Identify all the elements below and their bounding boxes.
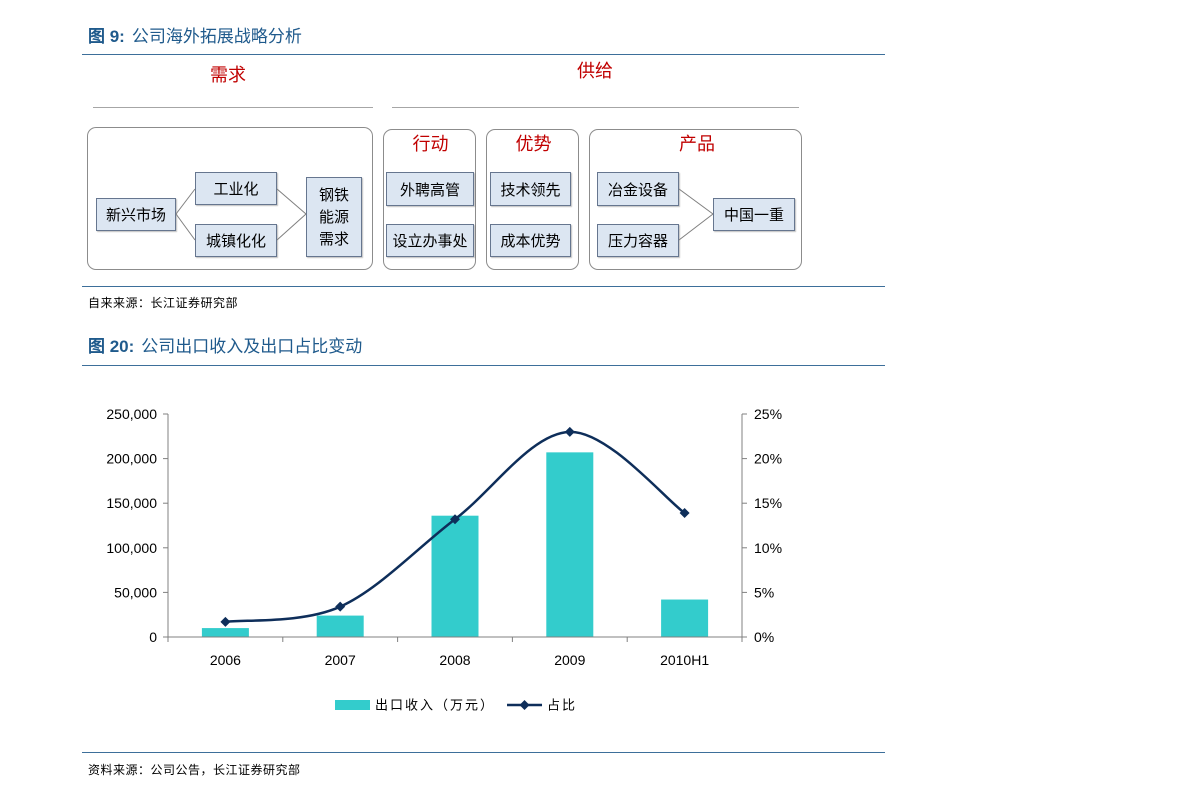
set-up-office-box: 设立办事处: [386, 224, 474, 257]
metallurgical-equipment-box: 冶金设备: [597, 172, 679, 206]
action-heading: 行动: [412, 134, 449, 155]
x-axis-category-label: 2009: [554, 652, 585, 668]
pressure-vessel-box: 压力容器: [597, 224, 679, 257]
x-axis-category-label: 2008: [439, 652, 470, 668]
bar-2006: [201, 628, 249, 637]
share-point-2007: [335, 601, 346, 612]
legend-bar-label: 出口收入（万元）: [375, 698, 495, 713]
bar-2010H1: [661, 599, 709, 637]
industrialization-box: 工业化: [195, 172, 277, 205]
share-point-2008: [450, 514, 460, 525]
fig20-label: 图 20:: [88, 337, 135, 356]
technology-lead-box: 技术领先: [490, 172, 571, 206]
fig9-source: 自来来源：长江证券研究部: [88, 296, 239, 310]
company-box: 中国一重: [713, 198, 795, 231]
fig9-top-rule: [82, 54, 885, 55]
x-axis-category-label: 2006: [210, 652, 241, 668]
hire-executives-box: 外聘高管: [386, 172, 474, 206]
bar-2008: [431, 515, 479, 637]
left-axis-tick-label: 250,000: [106, 406, 157, 422]
result-line: 能源: [318, 208, 349, 226]
share-point-2006: [220, 616, 231, 627]
left-axis-tick-label: 50,000: [114, 584, 157, 600]
emerging-markets-box: 新兴市场: [96, 198, 176, 231]
fig9-title: 图 9: 公司海外拓展战略分析: [88, 27, 302, 47]
fig20-top-rule: [82, 365, 885, 366]
legend-line-marker: [519, 700, 530, 710]
left-axis-tick-label: 150,000: [106, 495, 157, 511]
supply-underline: [392, 107, 799, 108]
advantage-heading: 优势: [515, 134, 552, 155]
cost-advantage-box: 成本优势: [490, 224, 571, 257]
fig9-title-text: 公司海外拓展战略分析: [131, 27, 302, 47]
legend-bar-swatch: [335, 700, 370, 710]
steel-energy-demand-box: 钢铁 能源 需求: [306, 177, 362, 257]
legend-line-label: 占比: [547, 698, 577, 713]
product-heading: 产品: [679, 134, 715, 155]
bar-2007: [316, 615, 364, 637]
export-chart: 0 50,000 100,000 150,000 200,000 250,000 0% 5% 1…: [106, 406, 782, 713]
result-line: 需求: [318, 230, 349, 248]
bar-2009: [546, 452, 594, 637]
fig9-label: 图 9:: [88, 27, 125, 46]
x-axis-category-label: 2010H1: [660, 652, 709, 668]
right-axis-tick-label: 25%: [754, 406, 782, 422]
share-point-2009: [564, 426, 575, 437]
left-axis-tick-label: 100,000: [106, 540, 157, 556]
supply-heading: 供给: [577, 61, 613, 82]
right-axis-tick-label: 20%: [754, 451, 782, 467]
fig20-title: 图 20: 公司出口收入及出口占比变动: [88, 337, 362, 357]
right-axis-tick-label: 0%: [754, 629, 774, 645]
result-line: 钢铁: [318, 186, 349, 204]
fig20-source: 资料来源：公司公告，长江证券研究部: [88, 763, 301, 777]
demand-underline: [93, 107, 373, 108]
left-axis-tick-label: 0: [149, 629, 157, 645]
fig20-title-text: 公司出口收入及出口占比变动: [141, 337, 363, 357]
x-axis-category-label: 2007: [325, 652, 356, 668]
right-axis-tick-label: 10%: [754, 540, 782, 556]
fig9-bottom-rule: [82, 286, 885, 287]
right-axis-tick-label: 5%: [754, 584, 774, 600]
demand-heading: 需求: [210, 65, 246, 86]
urbanization-box: 城镇化化: [195, 224, 277, 257]
fig20-bottom-rule: [82, 752, 885, 753]
right-axis-tick-label: 15%: [754, 495, 782, 511]
left-axis-tick-label: 200,000: [106, 451, 157, 467]
